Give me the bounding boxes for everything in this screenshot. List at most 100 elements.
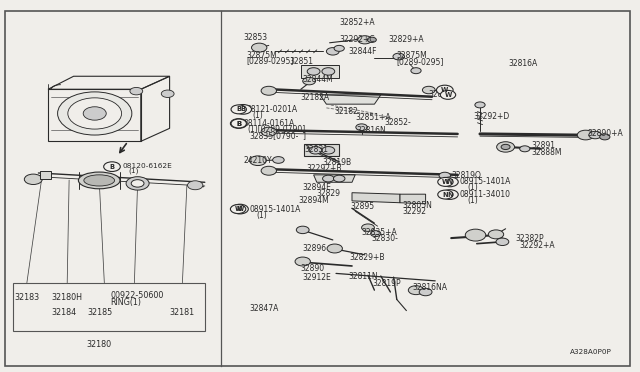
Text: 32853: 32853 bbox=[429, 90, 453, 99]
Circle shape bbox=[362, 224, 374, 231]
Text: 00922-50600: 00922-50600 bbox=[110, 291, 163, 300]
Polygon shape bbox=[301, 65, 339, 78]
Circle shape bbox=[496, 238, 509, 246]
Text: N: N bbox=[447, 192, 452, 198]
Ellipse shape bbox=[84, 175, 115, 186]
Text: W: W bbox=[234, 206, 242, 212]
Text: 32182: 32182 bbox=[335, 107, 358, 116]
Text: (1): (1) bbox=[128, 168, 138, 174]
Text: W: W bbox=[442, 179, 449, 185]
Text: [0289-0295]: [0289-0295] bbox=[397, 57, 444, 66]
Text: 32888M: 32888M bbox=[531, 148, 562, 157]
Text: 32805N: 32805N bbox=[402, 201, 432, 210]
Text: A328A0P0P: A328A0P0P bbox=[570, 349, 611, 355]
Circle shape bbox=[422, 86, 435, 94]
Text: 32829+B: 32829+B bbox=[349, 253, 385, 262]
Text: 32829: 32829 bbox=[316, 189, 340, 198]
Circle shape bbox=[68, 98, 122, 129]
Circle shape bbox=[439, 172, 451, 179]
Circle shape bbox=[230, 205, 246, 214]
Text: (1)[0289-0790]: (1)[0289-0790] bbox=[247, 125, 305, 134]
Text: 32875M: 32875M bbox=[246, 51, 277, 60]
Ellipse shape bbox=[79, 172, 120, 189]
Circle shape bbox=[367, 37, 376, 42]
Text: W: W bbox=[444, 92, 452, 98]
Circle shape bbox=[252, 43, 267, 52]
Text: 32851: 32851 bbox=[289, 57, 314, 65]
Circle shape bbox=[440, 90, 456, 99]
Circle shape bbox=[130, 87, 143, 95]
Text: 08120-6162E: 08120-6162E bbox=[123, 163, 173, 169]
Circle shape bbox=[322, 68, 335, 75]
Circle shape bbox=[126, 177, 149, 190]
Circle shape bbox=[273, 157, 284, 163]
Text: 32185: 32185 bbox=[88, 308, 113, 317]
Circle shape bbox=[520, 146, 530, 152]
Circle shape bbox=[161, 90, 174, 97]
Text: 32851+A: 32851+A bbox=[355, 113, 391, 122]
Circle shape bbox=[232, 204, 248, 214]
Text: B: B bbox=[236, 106, 241, 112]
Text: 32853: 32853 bbox=[243, 33, 268, 42]
Text: 32891: 32891 bbox=[531, 141, 555, 150]
Text: 32912E: 32912E bbox=[302, 273, 331, 282]
Text: 32292+C: 32292+C bbox=[339, 35, 375, 44]
Circle shape bbox=[334, 45, 344, 51]
Text: 32819B: 32819B bbox=[323, 158, 352, 167]
Circle shape bbox=[419, 288, 432, 296]
Text: 32830-: 32830- bbox=[371, 234, 398, 243]
Text: 32829+A: 32829+A bbox=[388, 35, 424, 44]
Circle shape bbox=[501, 144, 510, 150]
Circle shape bbox=[356, 124, 367, 131]
Text: 32894M: 32894M bbox=[299, 196, 330, 205]
Circle shape bbox=[307, 68, 320, 75]
Text: 08114-0161A: 08114-0161A bbox=[243, 119, 294, 128]
Circle shape bbox=[261, 166, 276, 175]
Text: (1): (1) bbox=[467, 183, 478, 192]
Text: 32292+D: 32292+D bbox=[474, 112, 510, 121]
Text: [0289-0295]: [0289-0295] bbox=[246, 57, 294, 65]
Circle shape bbox=[58, 92, 132, 135]
Text: 32847A: 32847A bbox=[250, 304, 279, 312]
Circle shape bbox=[230, 119, 247, 128]
Text: B: B bbox=[109, 164, 115, 170]
Text: 32835[0790-: 32835[0790- bbox=[250, 131, 299, 140]
Circle shape bbox=[104, 162, 120, 171]
Text: N: N bbox=[443, 192, 448, 198]
Text: W: W bbox=[236, 206, 244, 212]
Text: 32895: 32895 bbox=[351, 202, 375, 211]
Text: 08915-1401A: 08915-1401A bbox=[250, 205, 301, 214]
Text: 32835+A: 32835+A bbox=[362, 228, 397, 237]
Circle shape bbox=[322, 147, 335, 154]
Circle shape bbox=[371, 231, 381, 237]
Text: (1): (1) bbox=[253, 111, 264, 120]
Text: ]: ] bbox=[302, 131, 305, 140]
Circle shape bbox=[231, 105, 246, 114]
Text: 32180H: 32180H bbox=[51, 293, 82, 302]
Circle shape bbox=[327, 244, 342, 253]
Text: 32816NA: 32816NA bbox=[413, 283, 448, 292]
Text: B: B bbox=[241, 106, 246, 112]
Circle shape bbox=[442, 190, 458, 199]
Text: 32896: 32896 bbox=[302, 244, 326, 253]
Circle shape bbox=[393, 53, 404, 60]
Text: 32844F: 32844F bbox=[349, 47, 378, 56]
Circle shape bbox=[326, 48, 339, 55]
Text: 32819P: 32819P bbox=[372, 279, 401, 288]
Circle shape bbox=[358, 36, 372, 44]
Circle shape bbox=[442, 177, 458, 187]
Circle shape bbox=[303, 77, 316, 85]
Circle shape bbox=[408, 286, 424, 295]
Circle shape bbox=[436, 85, 453, 95]
Circle shape bbox=[333, 175, 345, 182]
Circle shape bbox=[188, 181, 203, 190]
Text: RING(1): RING(1) bbox=[110, 298, 141, 307]
Polygon shape bbox=[314, 175, 355, 182]
Circle shape bbox=[235, 105, 252, 114]
Text: 32890+A: 32890+A bbox=[588, 129, 623, 138]
Circle shape bbox=[323, 175, 334, 182]
Text: (1): (1) bbox=[467, 196, 478, 205]
Bar bbox=[13, 283, 205, 331]
Circle shape bbox=[488, 230, 504, 239]
Circle shape bbox=[261, 86, 276, 95]
